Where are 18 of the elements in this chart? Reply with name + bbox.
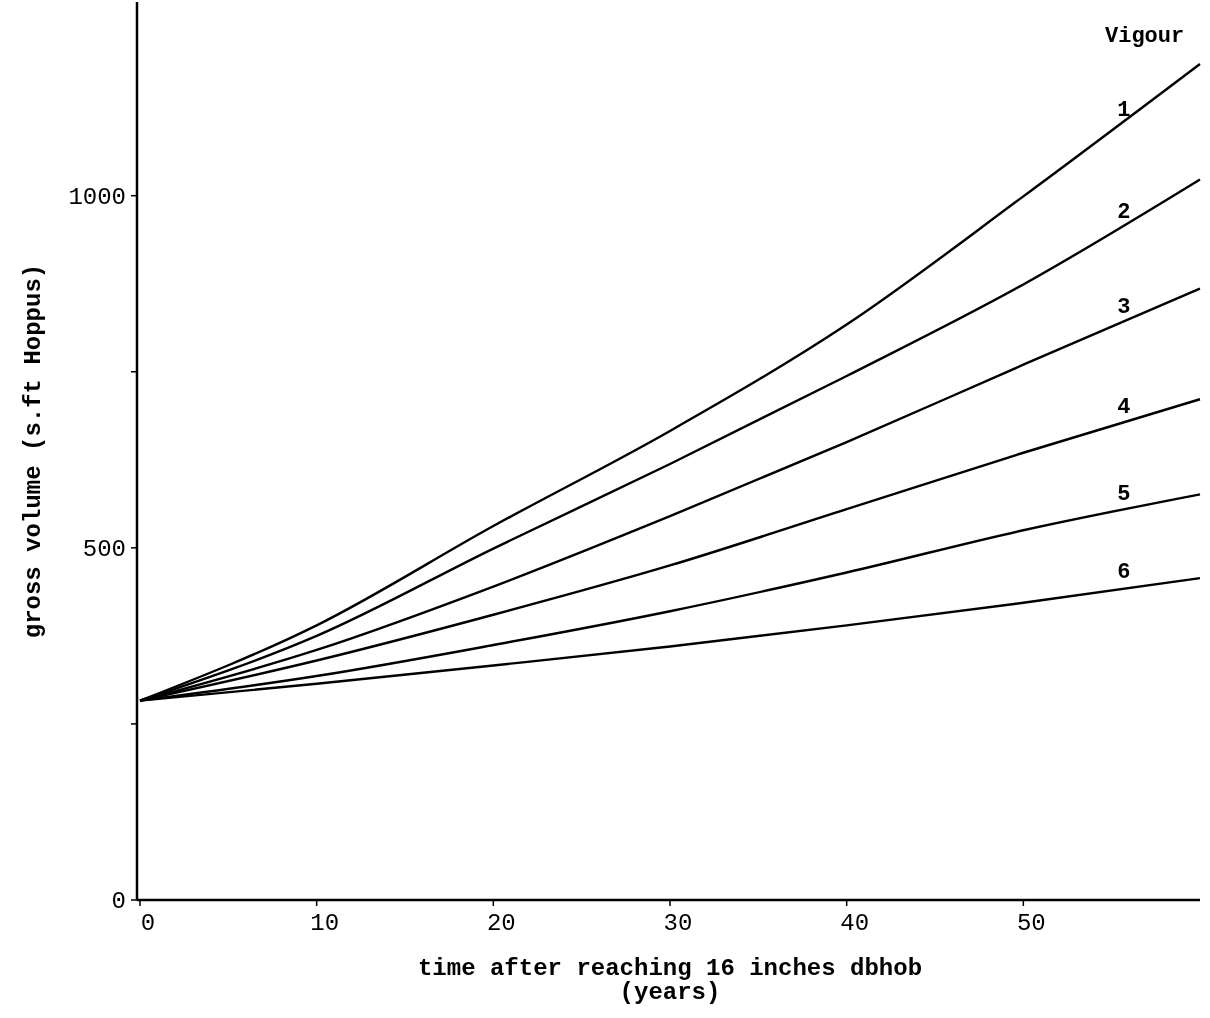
x-tick-label: 0 — [140, 910, 156, 937]
y-axis-title: gross volume (s.ft Hoppus) — [20, 263, 47, 639]
legend-title: Vigour — [1105, 24, 1185, 49]
series-label: 2 — [1117, 199, 1131, 225]
x-tick-label: 10 — [310, 910, 340, 937]
series-label: 4 — [1117, 394, 1131, 420]
x-tick-label: 20 — [486, 910, 516, 937]
series-label: 1 — [1117, 97, 1131, 123]
y-tick-label: 500 — [82, 535, 126, 563]
x-tick-label: 30 — [663, 910, 693, 937]
series-label: 6 — [1117, 559, 1131, 585]
series-label: 5 — [1117, 481, 1131, 507]
x-tick-label: 40 — [840, 910, 870, 937]
x-axis-title: time after reaching 16 inches dbhob (years) — [417, 955, 923, 1006]
x-tick-label: 50 — [1016, 910, 1046, 937]
y-tick-label: 1000 — [68, 183, 126, 211]
series-label: 3 — [1117, 295, 1131, 321]
y-tick-label: 0 — [111, 888, 126, 915]
